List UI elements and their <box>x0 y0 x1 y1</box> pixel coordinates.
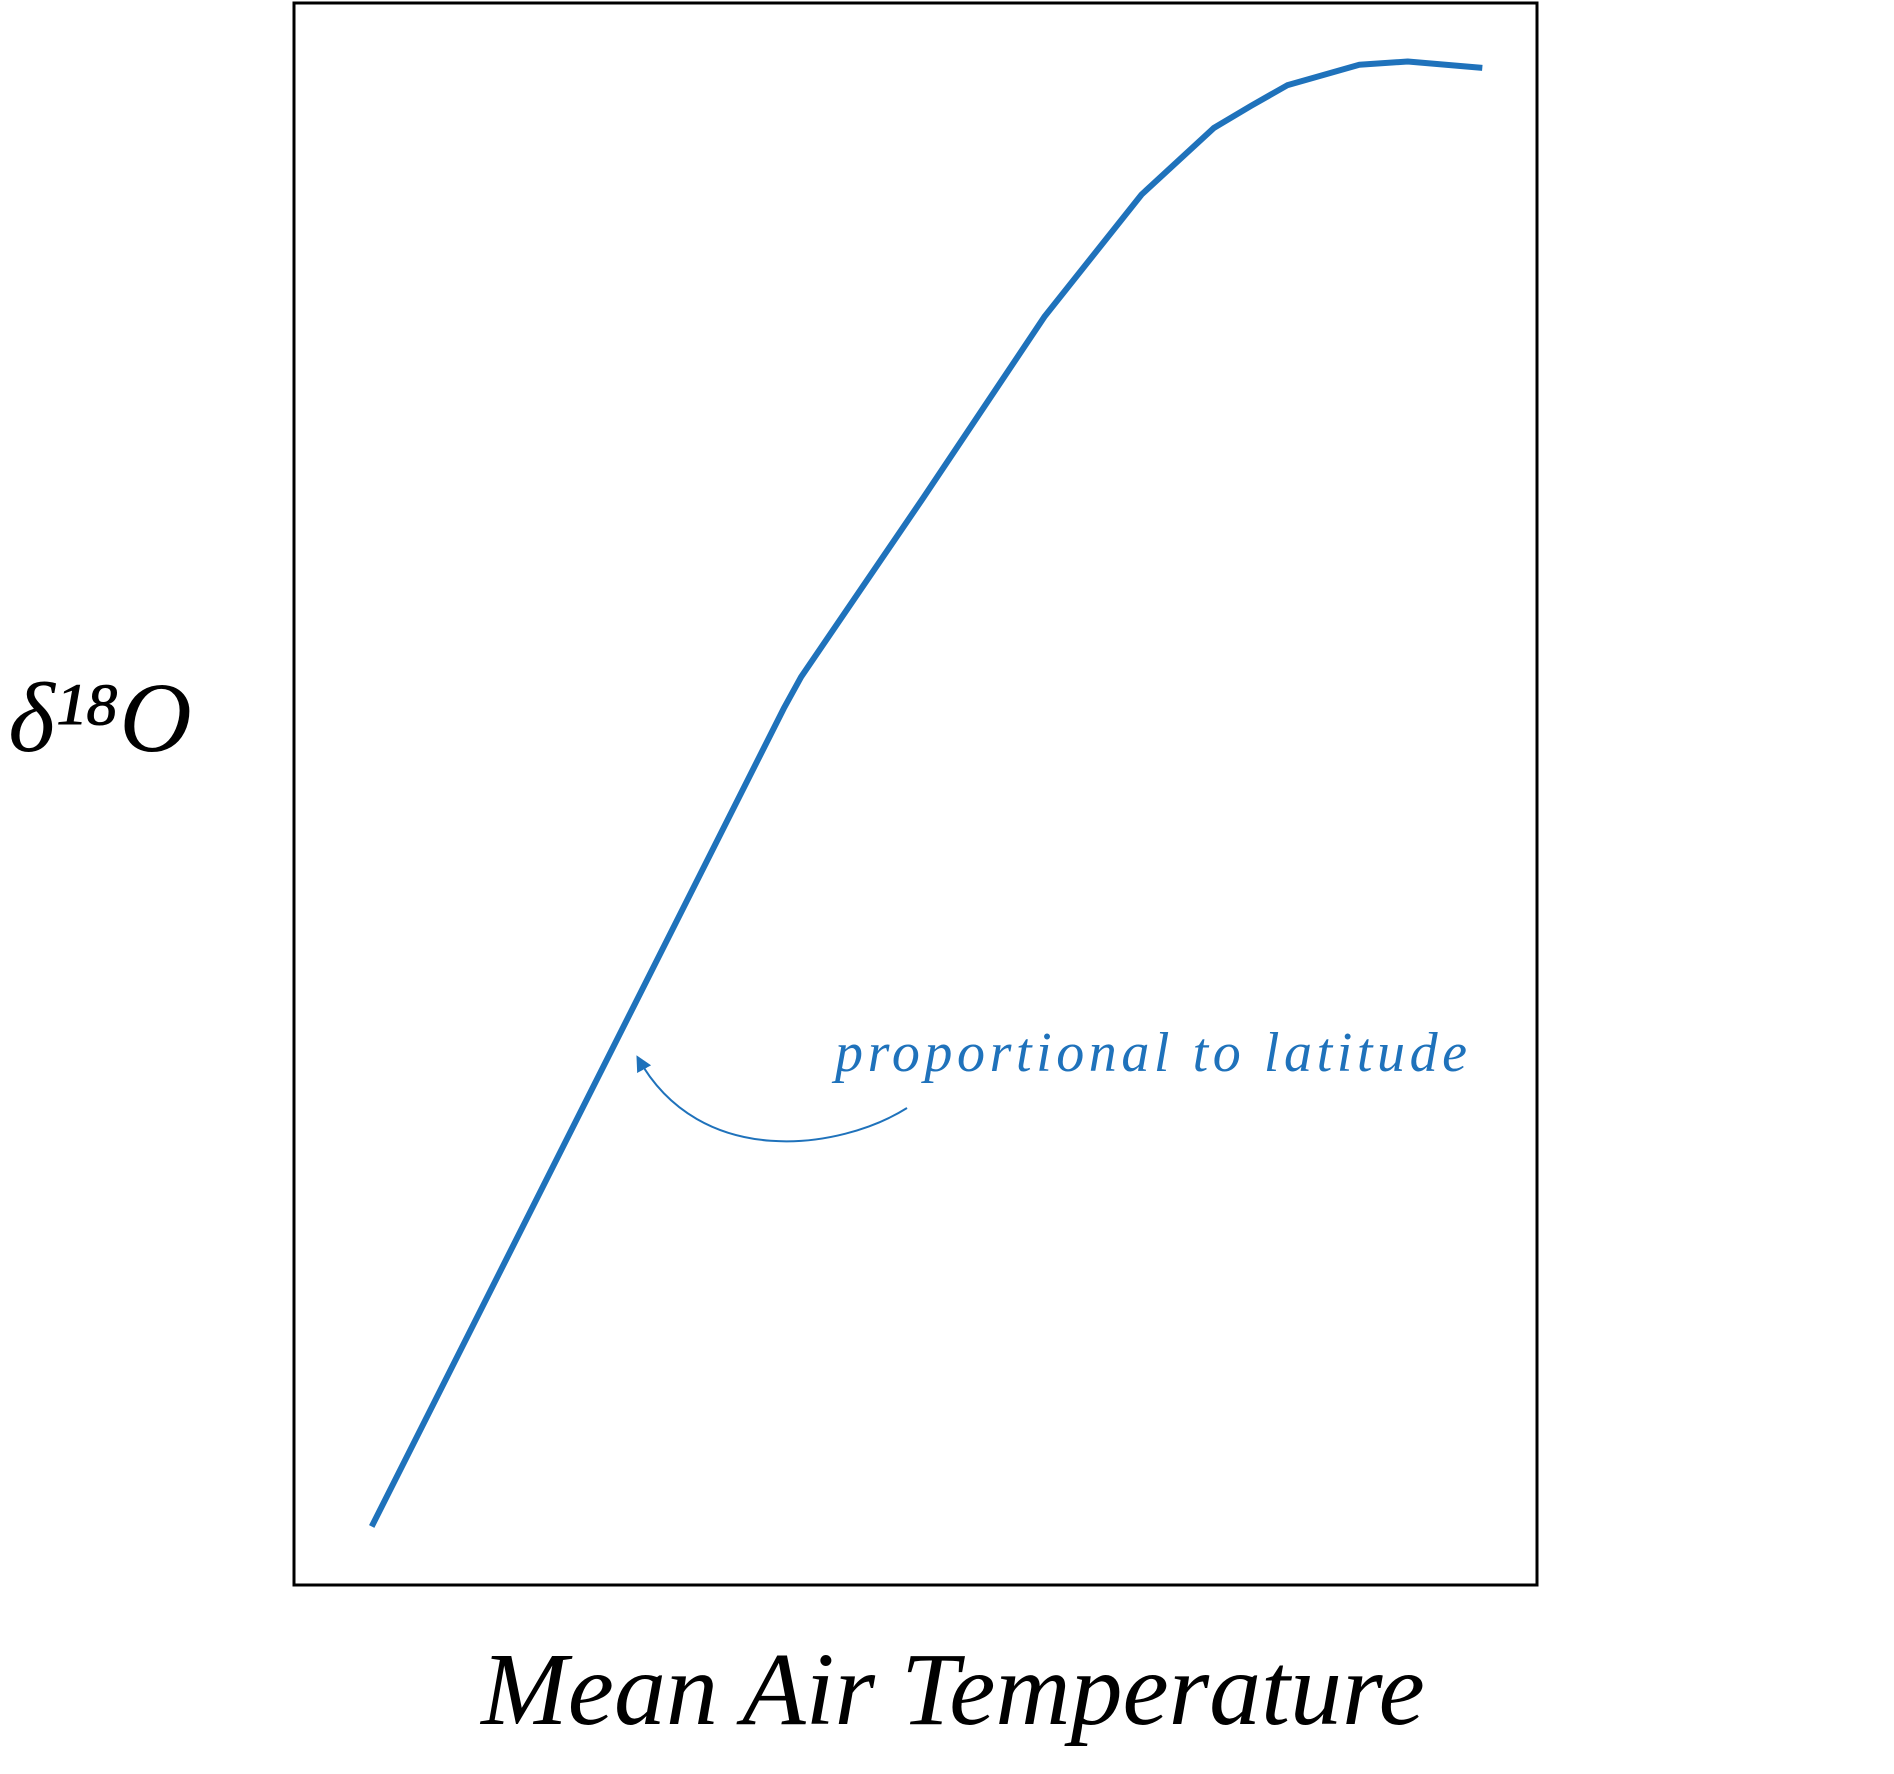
x-axis-label: Mean Air Temperature <box>479 1632 1425 1747</box>
annotation-arrow <box>636 1055 908 1143</box>
data-line <box>369 58 1483 1528</box>
y-axis-label: δ¹⁸O <box>8 662 191 773</box>
plot-frame <box>292 1 1539 1587</box>
annotation: proportional to latitude <box>831 1022 1467 1084</box>
